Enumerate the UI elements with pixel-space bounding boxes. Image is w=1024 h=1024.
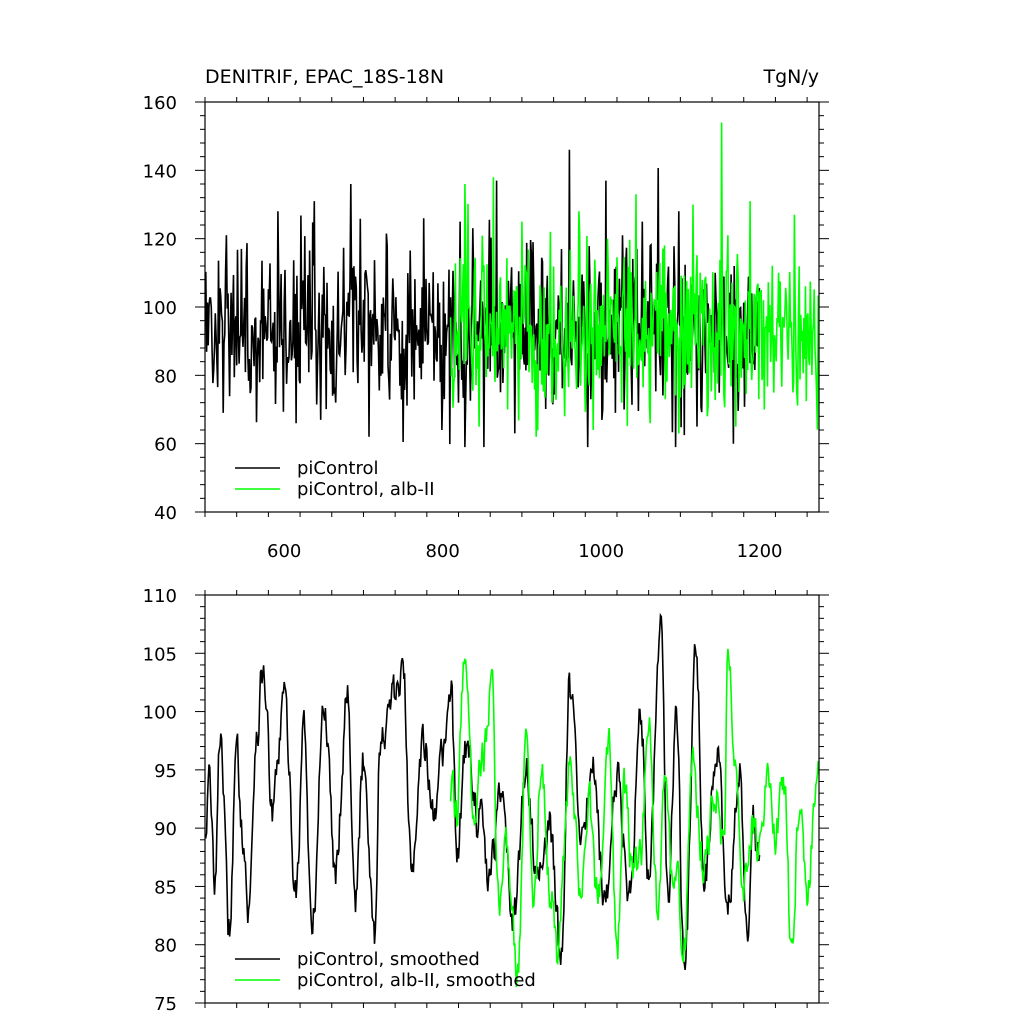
y-tick-label: 105 xyxy=(143,644,177,665)
y-tick-label: 75 xyxy=(154,994,177,1015)
y-tick-label: 100 xyxy=(143,298,177,319)
y-tick-label: 85 xyxy=(154,877,177,898)
y-tick-label: 120 xyxy=(143,230,177,251)
x-tick-label: 600 xyxy=(267,541,301,562)
series-line-picontrol xyxy=(205,149,761,448)
y-tick-label: 95 xyxy=(154,761,177,782)
y-tick-label: 160 xyxy=(143,93,177,114)
panel-1: 40 60 80 100 120 140 160 600 800 1000 1200 DENITRIF… xyxy=(143,66,829,562)
y-tick-label: 80 xyxy=(154,366,177,387)
units-label: TgN/y xyxy=(762,66,819,88)
y-tick-label: 40 xyxy=(154,503,177,524)
y-tick-label: 80 xyxy=(154,936,177,957)
series-line-picontrol-smoothed xyxy=(205,612,761,970)
y-tick-label: 140 xyxy=(143,161,177,182)
series-line-picontrol-alb-ii-smoothed xyxy=(449,648,819,988)
y-tick-label: 110 xyxy=(143,586,177,607)
legend-label: piControl xyxy=(297,458,379,479)
x-tick-label: 800 xyxy=(425,541,459,562)
panel-2: 75 80 85 90 95 100 105 110 piControl, smoothedpi… xyxy=(143,586,829,1015)
series-line-picontrol-alb-ii xyxy=(449,122,819,437)
legend-label: piControl, alb-II, smoothed xyxy=(297,970,536,991)
y-tick-label: 60 xyxy=(154,435,177,456)
y-tick-label: 100 xyxy=(143,703,177,724)
legend-label: piControl, alb-II xyxy=(297,479,435,500)
chart-title: DENITRIF, EPAC_18S-18N xyxy=(205,66,444,88)
x-tick-label: 1200 xyxy=(737,541,783,562)
legend-label: piControl, smoothed xyxy=(297,949,480,970)
plot-frame xyxy=(204,594,820,1004)
x-tick-label: 1000 xyxy=(578,541,624,562)
y-tick-label: 90 xyxy=(154,819,177,840)
